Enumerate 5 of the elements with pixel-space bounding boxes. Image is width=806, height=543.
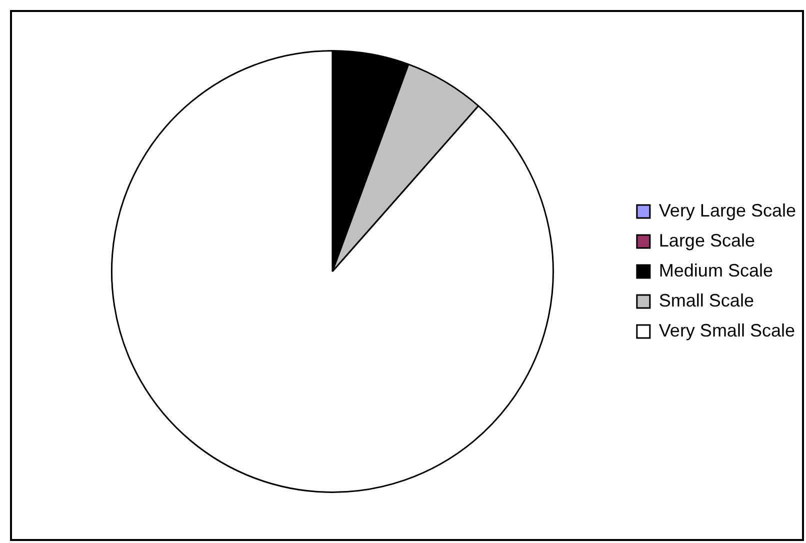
legend-label: Small Scale xyxy=(658,290,754,310)
legend-label: Very Large Scale xyxy=(658,200,796,220)
legend-label: Large Scale xyxy=(658,230,755,250)
legend-label: Medium Scale xyxy=(658,260,773,280)
legend-label: Very Small Scale xyxy=(658,320,795,340)
